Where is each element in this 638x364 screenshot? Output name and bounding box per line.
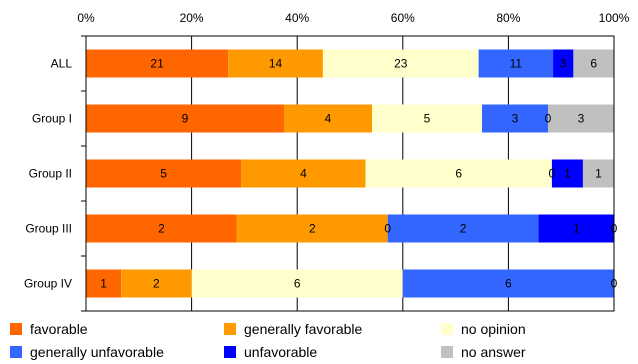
x-tick-label: 80% xyxy=(496,11,520,25)
legend-label: generally favorable xyxy=(244,321,363,337)
bar-segment xyxy=(538,214,614,243)
legend-swatch xyxy=(10,323,22,335)
data-label: 2 xyxy=(158,222,165,236)
bar-segment xyxy=(86,104,284,133)
bars xyxy=(86,49,614,298)
data-label: 2 xyxy=(460,222,467,236)
data-label: 9 xyxy=(182,112,189,126)
bar-segment xyxy=(387,214,539,243)
x-tick-label: 0% xyxy=(77,11,95,25)
legend: favorable generally favorable no opinion ge… xyxy=(10,321,526,360)
legend-swatch xyxy=(441,323,453,335)
bar-segment xyxy=(478,49,554,78)
legend-label: no answer xyxy=(461,344,526,360)
bar-segment xyxy=(191,269,403,298)
data-label: 1 xyxy=(595,167,602,181)
bar-segment xyxy=(482,104,548,133)
bar-segment xyxy=(241,159,366,188)
bar-segment xyxy=(372,104,482,133)
bar-segment xyxy=(553,49,574,78)
data-label: 21 xyxy=(150,57,164,71)
data-label: 6 xyxy=(590,57,597,71)
data-label: 4 xyxy=(325,112,332,126)
bar-segment xyxy=(402,269,614,298)
legend-label: favorable xyxy=(30,321,88,337)
data-label: 3 xyxy=(560,57,567,71)
plot-frame xyxy=(85,35,615,312)
data-label: 0 xyxy=(545,112,552,126)
bar-segment xyxy=(86,159,242,188)
axes: 0% 20% 40% 60% 80% 100% ALL Group I Group II Grou… xyxy=(24,11,630,312)
legend-swatch xyxy=(224,323,236,335)
data-label: 14 xyxy=(269,57,283,71)
data-label: 1 xyxy=(564,167,571,181)
legend-label: no opinion xyxy=(461,321,526,337)
data-label: 4 xyxy=(300,167,307,181)
category-label: Group IV xyxy=(24,277,72,291)
category-label: Group II xyxy=(29,167,72,181)
data-label: 1 xyxy=(100,277,107,291)
bar-segment xyxy=(86,49,229,78)
data-labels: 21 14 23 11 3 69 4 5 3 0 35 4 6 0 1 12 2 0 2 1 01 2 6 6 0 xyxy=(100,57,617,291)
x-tick-label: 40% xyxy=(285,11,309,25)
bar-segment xyxy=(322,49,479,78)
data-label: 6 xyxy=(505,277,512,291)
category-label: Group III xyxy=(25,222,72,236)
data-label: 0 xyxy=(384,222,391,236)
bar-segment xyxy=(228,49,323,78)
data-label: 23 xyxy=(394,57,408,71)
data-label: 3 xyxy=(512,112,519,126)
bar-segment xyxy=(86,269,122,298)
data-label: 6 xyxy=(455,167,462,181)
category-label: ALL xyxy=(51,57,73,71)
data-label: 0 xyxy=(549,167,556,181)
data-label: 3 xyxy=(578,112,585,126)
bar-segment xyxy=(548,104,614,133)
bar-segment xyxy=(86,214,237,243)
bar-segment xyxy=(284,104,372,133)
data-label: 1 xyxy=(573,222,580,236)
legend-label: generally unfavorable xyxy=(30,344,164,360)
data-label: 2 xyxy=(309,222,316,236)
legend-label: unfavorable xyxy=(244,344,317,360)
data-label: 2 xyxy=(153,277,160,291)
data-label: 5 xyxy=(160,167,167,181)
legend-swatch xyxy=(10,346,22,358)
bar-segment xyxy=(582,159,614,188)
x-tick-label: 20% xyxy=(180,11,204,25)
legend-swatch xyxy=(441,346,453,358)
bar-segment xyxy=(121,269,192,298)
data-label: 6 xyxy=(294,277,301,291)
x-tick-label: 60% xyxy=(391,11,415,25)
category-label: Group I xyxy=(32,112,72,126)
legend-swatch xyxy=(224,346,236,358)
data-label: 11 xyxy=(510,57,523,71)
bar-segment xyxy=(551,159,583,188)
bar-segment xyxy=(365,159,552,188)
x-tick-label: 100% xyxy=(599,11,630,25)
bar-segment xyxy=(573,49,614,78)
bar-segment xyxy=(236,214,388,243)
data-label: 5 xyxy=(424,112,431,126)
